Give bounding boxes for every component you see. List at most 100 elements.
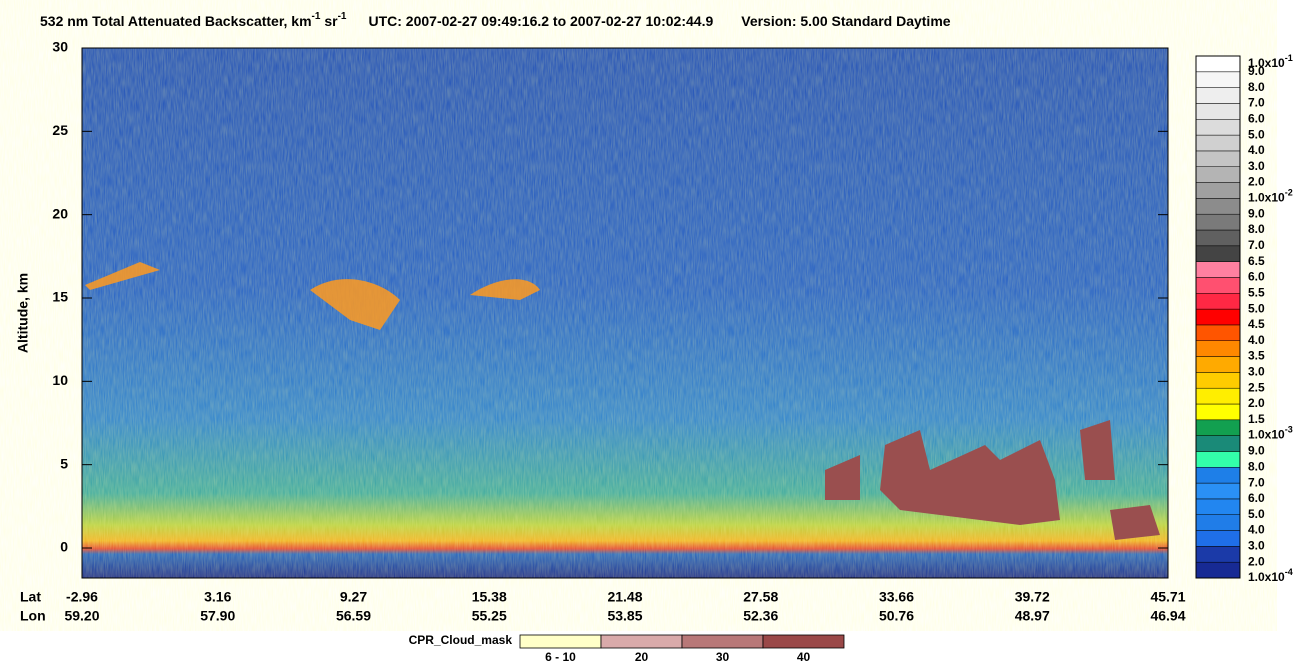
colorbar-label-text: 1.0x10 [1248, 570, 1285, 584]
colorbar-bin [1195, 103, 1241, 120]
chart-title: 532 nm Total Attenuated Backscatter, km-… [40, 11, 951, 29]
cloud-mask-label: 40 [797, 650, 811, 664]
colorbar-label: 7.0 [1248, 238, 1265, 252]
x-tick-label: -2.96 [66, 589, 98, 605]
colorbar-label: 8.0 [1248, 222, 1265, 236]
y-tick-label: 25 [52, 122, 68, 138]
x-tick-label: 15.38 [472, 589, 507, 605]
colorbar-label: 5.0 [1248, 301, 1265, 315]
colorbar-bin [1195, 71, 1241, 88]
colorbar-bin [1195, 356, 1241, 373]
colorbar-bin [1195, 245, 1241, 262]
colorbar-label-sup: -2 [1285, 188, 1293, 198]
x-tick-label: 55.25 [472, 608, 507, 624]
colorbar-bin [1195, 229, 1241, 247]
cloud-mask-label: 30 [716, 650, 730, 664]
x-row-name: Lat [20, 589, 41, 605]
colorbar-label: 1.0x10-3 [1248, 425, 1293, 442]
colorbar-label: 5.0 [1248, 507, 1265, 521]
colorbar-bin [1195, 119, 1241, 136]
cloud-mask-label: 6 - 10 [545, 650, 576, 664]
colorbar-bin [1195, 198, 1241, 215]
colorbar-label: 9.0 [1248, 206, 1265, 220]
title-part: 532 nm Total Attenuated Backscatter, km [40, 13, 312, 29]
colorbar-label: 7.0 [1248, 475, 1265, 489]
colorbar-bin [1195, 182, 1241, 199]
colorbar-label: 4.5 [1248, 317, 1265, 331]
cloud-mask-label: 20 [635, 650, 649, 664]
colorbar-label: 4.0 [1248, 333, 1265, 347]
colorbar-label: 3.0 [1248, 539, 1265, 553]
x-tick-label: 53.85 [607, 608, 642, 624]
colorbar-label: 2.5 [1248, 380, 1265, 394]
x-row-name: Lon [20, 608, 46, 624]
colorbar-label: 8.0 [1248, 80, 1265, 94]
colorbar-bin [1195, 387, 1241, 405]
colorbar-bin [1195, 87, 1241, 104]
colorbar-label: 8.0 [1248, 459, 1265, 473]
colorbar-label: 7.0 [1248, 96, 1265, 110]
colorbar-bin [1195, 55, 1241, 73]
colorbar-label: 3.0 [1248, 365, 1265, 379]
x-tick-label: 21.48 [607, 589, 642, 605]
y-tick-label: 0 [60, 539, 68, 555]
title-part: Version: 5.00 Standard Daytime [741, 13, 951, 29]
title-part: -1 [338, 11, 347, 22]
cloud-mask-swatch [762, 634, 845, 649]
colorbar-bin [1195, 546, 1241, 563]
colorbar-bin [1195, 498, 1241, 515]
plot-frame [81, 47, 1169, 579]
x-tick-label: 39.72 [1015, 589, 1050, 605]
colorbar-bin [1195, 166, 1241, 183]
colorbar-label: 4.0 [1248, 143, 1265, 157]
colorbar-label: 6.0 [1248, 491, 1265, 505]
colorbar-frame [1195, 55, 1241, 579]
colorbar-bin [1195, 277, 1241, 294]
colorbar-label: 2.0 [1248, 175, 1265, 189]
colorbar-bin [1195, 372, 1241, 389]
title-part: -1 [312, 11, 321, 22]
title-part: UTC: 2007-02-27 09:49:16.2 to 2007-02-27… [368, 13, 713, 29]
y-tick-label: 20 [52, 205, 68, 221]
colorbar-bin [1195, 419, 1241, 436]
colorbar-bin [1195, 514, 1241, 531]
cloud-mask-title: CPR_Cloud_mask [409, 633, 513, 647]
y-tick-label: 10 [52, 372, 68, 388]
x-tick-label: 9.27 [340, 589, 367, 605]
cloud-mask-swatch [600, 634, 683, 649]
colorbar-bin [1195, 293, 1241, 310]
x-tick-label: 57.90 [200, 608, 235, 624]
colorbar-bin [1195, 150, 1241, 167]
colorbar-label: 9.0 [1248, 64, 1265, 78]
x-tick-label: 3.16 [204, 589, 231, 605]
y-tick-label: 15 [52, 289, 68, 305]
colorbar-bin [1195, 340, 1241, 357]
colorbar-label: 2.0 [1248, 396, 1265, 410]
colorbar-label: 5.0 [1248, 127, 1265, 141]
colorbar-label: 6.0 [1248, 270, 1265, 284]
colorbar-bin [1195, 261, 1241, 278]
colorbar-label: 6.0 [1248, 111, 1265, 125]
colorbar-bin [1195, 435, 1241, 452]
colorbar-label-sup: -4 [1285, 567, 1293, 577]
colorbar-label: 5.5 [1248, 285, 1265, 299]
colorbar-bin [1195, 561, 1241, 579]
title-part: sr [320, 13, 338, 29]
colorbar-label-text: 1.0x10 [1248, 428, 1285, 442]
colorbar-label: 6.5 [1248, 254, 1265, 268]
y-tick-label: 30 [52, 39, 68, 55]
colorbar-label: 9.0 [1248, 444, 1265, 458]
x-tick-label: 45.71 [1150, 589, 1185, 605]
colorbar-bin [1195, 467, 1241, 484]
x-tick-label: 46.94 [1150, 608, 1185, 624]
colorbar-label: 4.0 [1248, 523, 1265, 537]
colorbar-label: 1.0x10-1 [1248, 53, 1293, 70]
x-tick-label: 52.36 [743, 608, 778, 624]
colorbar-bin [1195, 324, 1241, 341]
colorbar-bin [1195, 530, 1241, 547]
colorbar-label-sup: -3 [1285, 425, 1293, 435]
colorbar-bin [1195, 213, 1241, 231]
colorbar-bin [1195, 451, 1241, 468]
colorbar-bin [1195, 134, 1241, 152]
